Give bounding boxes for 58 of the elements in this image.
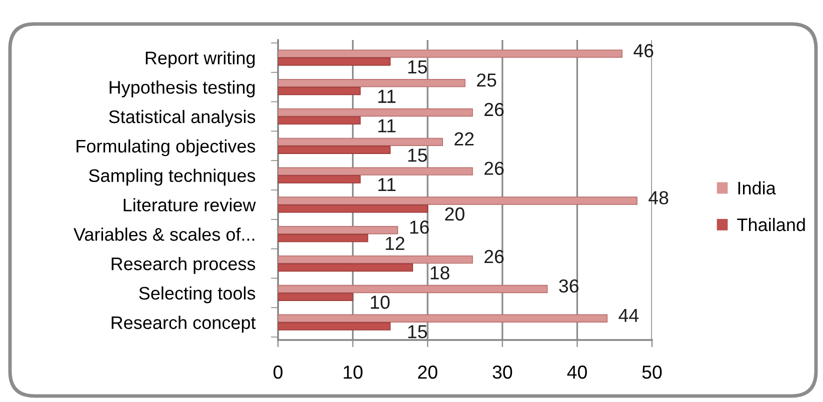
y-tick-label: Literature review	[124, 198, 256, 212]
data-label: 48	[648, 191, 668, 204]
bar	[278, 204, 428, 213]
data-label: 11	[378, 119, 396, 132]
bar	[278, 196, 638, 205]
bar	[278, 292, 354, 302]
data-label: 26	[484, 250, 504, 264]
data-label: 11	[378, 178, 396, 192]
y-tick-label: Research concept	[112, 316, 256, 333]
x-tick-label: 10	[344, 365, 362, 379]
data-label: 22	[454, 132, 474, 146]
data-label: 26	[484, 162, 504, 175]
x-tick-label: 40	[567, 365, 587, 379]
y-tick-label: Hypothesis testing	[110, 80, 255, 98]
data-label: 10	[370, 296, 390, 309]
bar	[278, 226, 398, 234]
data-label: 36	[559, 279, 578, 293]
data-label: 12	[386, 236, 404, 250]
data-label: 11	[378, 90, 396, 103]
bar	[278, 146, 391, 154]
bar	[278, 263, 414, 272]
data-label: 46	[634, 44, 654, 58]
y-tick-label: Formulating objectives	[76, 139, 256, 156]
bar	[278, 116, 361, 125]
x-tick-label: 0	[274, 365, 282, 379]
bar	[278, 284, 548, 294]
bar	[278, 78, 466, 88]
bar	[278, 322, 391, 330]
bar	[278, 50, 622, 58]
bar	[278, 234, 368, 242]
y-tick-label: Report writing	[146, 51, 255, 68]
bar	[278, 255, 473, 264]
y-tick-label: Statistical analysis	[109, 110, 256, 127]
bar	[278, 167, 473, 176]
y-tick-label: Variables & scales of...	[74, 228, 254, 241]
y-tick-label: Sampling techniques	[88, 168, 256, 186]
bar	[278, 175, 361, 184]
data-label: 15	[408, 325, 427, 338]
data-label: 16	[410, 220, 429, 234]
x-tick-label: 50	[642, 365, 662, 379]
y-tick-label: Research process	[112, 256, 256, 274]
legend-label: Thailand	[737, 218, 805, 232]
data-label: 18	[430, 266, 450, 280]
bar	[278, 314, 608, 322]
x-tick-label: 30	[492, 365, 512, 379]
bar	[278, 86, 361, 96]
x-tick-label: 20	[418, 365, 438, 379]
data-label: 20	[445, 207, 464, 221]
bar	[278, 138, 443, 146]
data-label: 15	[408, 148, 427, 162]
bar	[278, 58, 391, 66]
data-label: 26	[484, 102, 504, 116]
data-label: 44	[618, 308, 639, 322]
data-label: 15	[408, 60, 427, 74]
data-label: 25	[477, 73, 496, 87]
y-tick-label: Selecting tools	[139, 286, 256, 304]
bar	[278, 108, 473, 117]
legend-label: India	[738, 181, 776, 194]
